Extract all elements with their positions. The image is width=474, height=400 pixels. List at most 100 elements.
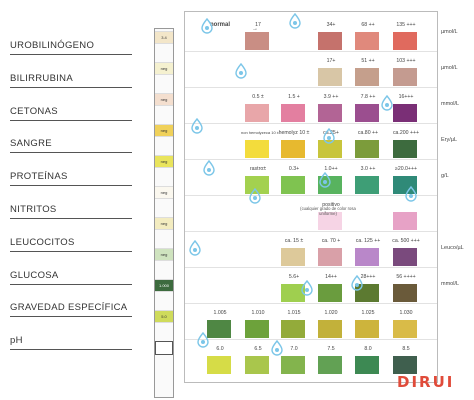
swatch-label: 0.3+ bbox=[288, 166, 300, 172]
color-swatch-cell: 1.030 bbox=[393, 308, 417, 338]
color-swatch bbox=[355, 176, 379, 194]
strip-pad-label: neg bbox=[160, 128, 168, 133]
swatch-label: 6.5 bbox=[254, 346, 262, 352]
row-note: (cualquier grado de color rosa uniforme) bbox=[300, 206, 356, 216]
color-swatch-cell: hemolyz 10 ± bbox=[279, 128, 309, 158]
analyte-name: LEUCOCITOS bbox=[10, 236, 75, 248]
chart-row-urobilinogen: normal 17 34+ 68 ++ 135 +++ → bbox=[185, 16, 437, 52]
color-swatch-cell: 3.9 ++ bbox=[318, 92, 342, 122]
analyte-label: NITRITOS bbox=[10, 185, 132, 219]
analyte-name: SANGRE bbox=[10, 138, 52, 150]
strip-pad-label: neg bbox=[160, 66, 168, 71]
analyte-label: UROBILINÓGENO bbox=[10, 21, 132, 55]
swatch-label: ca. 70 + bbox=[321, 238, 341, 244]
analyte-name: BILIRRUBINA bbox=[10, 72, 73, 84]
swatch-label: positivo bbox=[322, 202, 340, 208]
color-swatch-cell: 1.020 bbox=[318, 308, 342, 338]
swatch-label: 17+ bbox=[326, 58, 336, 64]
color-swatch-cell: positivo bbox=[318, 200, 342, 230]
swatch-label: 14++ bbox=[325, 274, 337, 280]
chart-row-blood: non hemolyzeca 10 ± hemolyz 10 ± ca.25+ ca.… bbox=[185, 124, 437, 160]
unit-label: mmol/L bbox=[441, 101, 460, 107]
color-swatch-cell: 1.015 bbox=[281, 308, 305, 338]
swatch-label: 7.0 bbox=[290, 346, 298, 352]
color-swatch-cell: 8.5 bbox=[393, 344, 417, 374]
color-swatch bbox=[318, 248, 342, 266]
swatch-label: 1.005 bbox=[213, 310, 227, 316]
color-swatch bbox=[281, 356, 305, 374]
chart-row-glucose: 5.6+ 14++ 28+++ 56 ++++ bbox=[185, 268, 437, 304]
swatch-label: 8.5 bbox=[402, 346, 410, 352]
color-swatch-cell bbox=[245, 56, 269, 86]
color-swatch bbox=[245, 140, 269, 158]
droplet-watermark-icon bbox=[197, 332, 209, 348]
analyte-label: BILIRRUBINA bbox=[10, 54, 132, 88]
droplet-watermark-icon bbox=[319, 172, 331, 188]
color-swatch-cell bbox=[281, 56, 305, 86]
swatch-label: 103 +++ bbox=[396, 58, 416, 64]
color-swatch-cell: ca. 15 ± bbox=[281, 236, 305, 266]
color-swatch-cell: 56 ++++ bbox=[393, 272, 417, 302]
analyte-label: GRAVEDAD ESPECÍFICA bbox=[10, 283, 132, 318]
color-swatch-cell: 1.010 bbox=[245, 308, 269, 338]
color-swatch-cell bbox=[393, 200, 417, 230]
strip-pad-label: neg bbox=[160, 221, 168, 226]
swatch-label: hemolyz 10 ± bbox=[278, 130, 310, 136]
color-swatch-cell: ≥20.0+++ bbox=[393, 164, 417, 194]
color-swatch-cell: 0.5 ± bbox=[245, 92, 269, 122]
droplet-watermark-icon bbox=[381, 95, 393, 111]
swatch-label: 1.015 bbox=[287, 310, 301, 316]
analyte-name: NITRITOS bbox=[10, 204, 57, 215]
swatch-label: normal bbox=[209, 22, 230, 28]
swatch-label: ca.200 +++ bbox=[392, 130, 420, 136]
color-swatch-cell: 1.025 bbox=[355, 308, 379, 338]
swatch-label: 16+++ bbox=[398, 94, 414, 100]
swatch-label: 56 ++++ bbox=[396, 274, 416, 280]
swatch-label: 34+ bbox=[326, 22, 336, 28]
swatch-label: 1.010 bbox=[251, 310, 265, 316]
unit-label: µmol/L bbox=[441, 29, 458, 35]
droplet-watermark-icon bbox=[203, 160, 215, 176]
color-swatch-cell: 68 ++ bbox=[355, 20, 379, 50]
strip-pad: neg bbox=[155, 62, 173, 75]
swatch-label: 7.5 bbox=[327, 346, 335, 352]
color-swatch-cell: ca.80 ++ bbox=[355, 128, 379, 158]
color-swatch bbox=[355, 248, 379, 266]
color-swatch-cell: normal bbox=[207, 20, 231, 50]
strip-pad: neg bbox=[155, 248, 173, 261]
color-swatch bbox=[281, 104, 305, 122]
swatch-label: 3.9 ++ bbox=[323, 94, 339, 100]
color-swatch-cell: 6.5 bbox=[245, 344, 269, 374]
chart-row-protein: rastro± 0.3+ 1.0++ 3.0 ++ ≥20.0+++ bbox=[185, 160, 437, 196]
swatch-label: 8.0 bbox=[364, 346, 372, 352]
swatch-label: 135 +++ bbox=[396, 22, 416, 28]
swatch-label: ≥20.0+++ bbox=[394, 166, 418, 172]
droplet-watermark-icon bbox=[201, 18, 213, 34]
strip-pad-label: 1.000 bbox=[158, 283, 169, 288]
swatch-label: 1.5 + bbox=[288, 94, 300, 100]
swatch-label: 0.5 ± bbox=[252, 94, 264, 100]
color-swatch bbox=[355, 104, 379, 122]
color-swatch bbox=[207, 356, 231, 374]
color-swatch-cell: ca. 125 ++ bbox=[355, 236, 380, 266]
color-swatch-cell: 16+++ bbox=[393, 92, 417, 122]
strip-pad: neg bbox=[155, 155, 173, 168]
analyte-name: CETONAS bbox=[10, 105, 58, 117]
swatch-label: 6.0 bbox=[216, 346, 224, 352]
chart-row-nitrite: positivo (cualquier grado de color rosa u… bbox=[185, 196, 437, 232]
color-swatch-cell: 8.0 bbox=[355, 344, 379, 374]
strip-pad-label: neg bbox=[160, 159, 168, 164]
brand-logo: DIRUI bbox=[397, 373, 455, 391]
swatch-label: ca. 500 +++ bbox=[392, 238, 420, 244]
swatch-label: 1.020 bbox=[324, 310, 338, 316]
color-swatch-cell: rastro± bbox=[245, 164, 269, 194]
test-strip: 3.4 neg neg neg neg neg neg neg 1.000 5.0 bbox=[154, 28, 174, 398]
color-swatch bbox=[281, 284, 305, 302]
color-swatch bbox=[318, 140, 342, 158]
swatch-label: ca.80 ++ bbox=[357, 130, 379, 136]
color-swatch-cell: 6.0 bbox=[207, 344, 231, 374]
color-swatch bbox=[355, 320, 379, 338]
color-swatch bbox=[318, 212, 342, 230]
analyte-labels: UROBILINÓGENO BILIRRUBINA CETONAS SANGRE PRO… bbox=[0, 0, 132, 400]
analyte-name: pH bbox=[10, 335, 23, 347]
